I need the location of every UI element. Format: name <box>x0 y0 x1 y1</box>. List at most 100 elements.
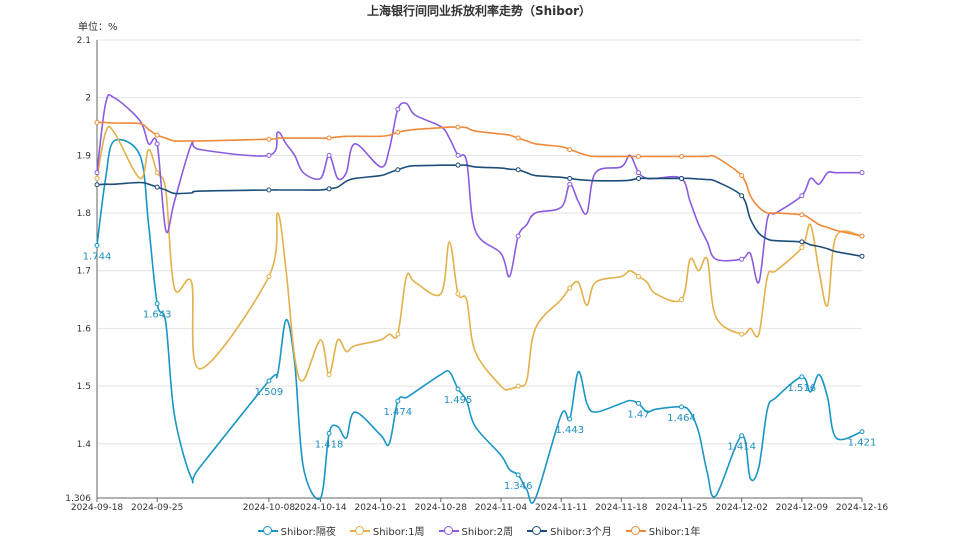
series-point <box>799 212 805 218</box>
series-point <box>739 433 745 439</box>
series-point <box>395 129 401 135</box>
data-label: 1.418 <box>315 439 344 450</box>
y-tick-label: 1.8 <box>77 209 92 219</box>
series-point <box>636 400 642 406</box>
series-point <box>859 429 865 435</box>
x-tick-label: 2024-11-04 <box>475 503 528 513</box>
data-label: 1.346 <box>504 481 533 492</box>
x-tick-label: 2024-10-21 <box>354 503 406 513</box>
series-point <box>515 167 521 173</box>
legend-label: Shibor:1年 <box>648 527 701 538</box>
x-tick-label: 2024-09-25 <box>131 503 183 513</box>
x-tick-label: 2024-11-11 <box>535 503 587 513</box>
data-label: 1.495 <box>444 395 473 406</box>
series-point <box>567 147 573 153</box>
data-label: 1.421 <box>848 438 877 449</box>
series-line-3 <box>96 164 863 258</box>
data-label: 1.744 <box>83 251 112 262</box>
series-point <box>739 193 745 199</box>
legend-item[interactable]: Shibor:1周 <box>349 523 425 538</box>
series-point <box>94 182 100 188</box>
series-point <box>326 135 332 141</box>
x-tick-label: 2024-10-14 <box>294 503 347 513</box>
y-axis-unit-label: 单位：% <box>78 22 118 33</box>
legend-item[interactable]: Shibor:1年 <box>625 523 701 538</box>
series-point <box>515 233 521 239</box>
x-tick-label: 2024-11-25 <box>655 503 707 513</box>
series-point <box>567 416 573 422</box>
series-point <box>678 154 684 160</box>
series-point <box>636 154 642 160</box>
series-line-1 <box>96 125 863 391</box>
series-point <box>799 193 805 199</box>
chart-title: 上海银行间同业拆放利率走势（Shibor） <box>366 4 592 18</box>
series-point <box>154 184 160 190</box>
legend-label: Shibor:2周 <box>461 527 514 538</box>
series-point <box>395 167 401 173</box>
series-point <box>567 181 573 187</box>
series-point <box>154 141 160 147</box>
series-point <box>94 170 100 176</box>
series-point <box>859 233 865 239</box>
series-point <box>395 398 401 404</box>
y-tick-label: 2 <box>85 94 91 104</box>
series-point <box>859 170 865 176</box>
series-point <box>515 135 521 141</box>
legend-item[interactable]: Shibor:3个月 <box>527 523 612 538</box>
data-label: 1.474 <box>384 407 413 418</box>
series-point <box>326 372 332 378</box>
data-label: 1.47 <box>627 409 649 420</box>
series-point <box>636 175 642 181</box>
series-point <box>395 331 401 337</box>
x-tick-label: 2024-12-16 <box>836 503 889 513</box>
series-point <box>326 186 332 192</box>
series-point <box>567 285 573 291</box>
series-point <box>154 170 160 176</box>
data-label: 1.464 <box>667 413 696 424</box>
series-point <box>94 119 100 125</box>
series-point <box>739 173 745 179</box>
data-label: 1.414 <box>727 442 756 453</box>
y-tick-label: 1.7 <box>77 267 91 277</box>
series-point <box>799 374 805 380</box>
series-point <box>266 273 272 279</box>
series-point <box>94 175 100 181</box>
legend-swatch <box>257 525 278 536</box>
x-tick-label: 2024-12-02 <box>716 503 768 513</box>
series-point <box>455 152 461 158</box>
series-point <box>799 245 805 251</box>
series-point <box>859 253 865 259</box>
y-tick-label: 1.9 <box>77 151 92 161</box>
series-point <box>567 175 573 181</box>
data-label: 1.643 <box>143 310 172 321</box>
series-point <box>455 291 461 297</box>
data-label: 1.516 <box>788 383 817 394</box>
series-point <box>395 106 401 112</box>
series-point <box>515 472 521 478</box>
series-point <box>455 162 461 168</box>
x-tick-label: 2024-10-28 <box>415 503 468 513</box>
data-label: 1.509 <box>255 387 284 398</box>
y-tick-label: 1.6 <box>77 324 92 334</box>
series-point <box>455 124 461 130</box>
series-point <box>266 378 272 384</box>
legend-item[interactable]: Shibor:2周 <box>438 523 514 538</box>
series-point <box>739 256 745 262</box>
legend-label: Shibor:隔夜 <box>280 527 336 538</box>
series-point <box>266 152 272 158</box>
series-point <box>154 132 160 138</box>
legend-item[interactable]: Shibor:隔夜 <box>257 523 336 538</box>
data-label: 1.443 <box>555 425 584 436</box>
legend-swatch <box>625 525 646 536</box>
series-point <box>266 136 272 142</box>
x-tick-label: 2024-12-09 <box>776 503 829 513</box>
legend-swatch <box>349 525 370 536</box>
legend-label: Shibor:1周 <box>372 527 425 538</box>
series-point <box>455 386 461 392</box>
y-tick-label: 2.1 <box>77 36 91 46</box>
series-point <box>94 242 100 248</box>
series-point <box>266 187 272 193</box>
series-point <box>515 383 521 389</box>
series-line-4 <box>96 121 863 237</box>
series-point <box>739 331 745 337</box>
